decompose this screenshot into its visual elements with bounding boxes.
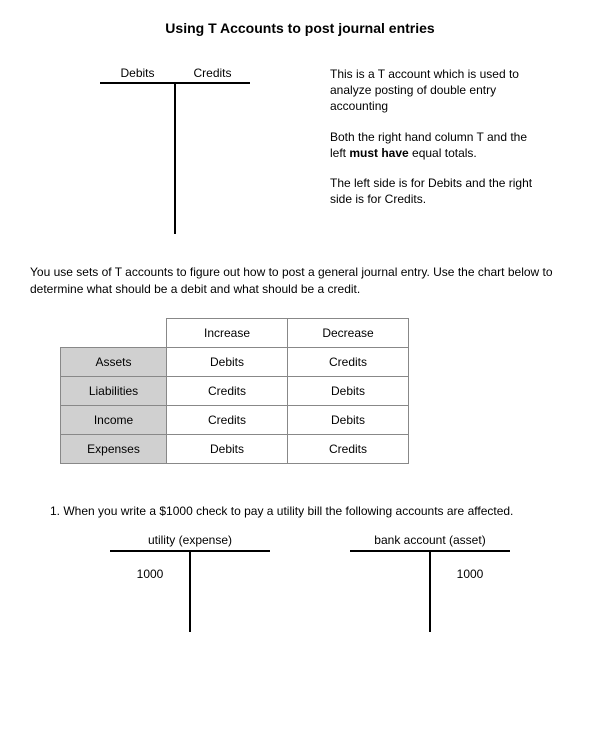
table-row: Expenses Debits Credits [61, 434, 409, 463]
utility-t-shape: 1000 [110, 550, 270, 632]
row-label: Assets [61, 347, 167, 376]
empty-cell [61, 318, 167, 347]
desc-p2-post: equal totals. [409, 146, 477, 160]
page-title: Using T Accounts to post journal entries [40, 20, 560, 36]
table-row: Liabilities Credits Debits [61, 376, 409, 405]
example-text: 1. When you write a $1000 check to pay a… [50, 504, 560, 518]
debits-label: Debits [100, 66, 175, 80]
desc-p3: The left side is for Debits and the righ… [330, 175, 540, 207]
table-row: Income Credits Debits [61, 405, 409, 434]
main-t-labels: Debits Credits [100, 66, 250, 80]
desc-p2-bold: must have [349, 146, 408, 160]
debit-credit-table-wrap: Increase Decrease Assets Debits Credits … [60, 318, 560, 464]
bank-label: bank account (asset) [350, 533, 510, 547]
cell-dec: Credits [288, 434, 409, 463]
bank-t-shape: 1000 [350, 550, 510, 632]
bank-credit: 1000 [430, 567, 510, 581]
cell-inc: Debits [167, 434, 288, 463]
utility-t-account: utility (expense) 1000 [110, 533, 270, 632]
utility-label: utility (expense) [110, 533, 270, 547]
main-t-shape [100, 82, 250, 234]
col-increase: Increase [167, 318, 288, 347]
cell-dec: Credits [288, 347, 409, 376]
table-row: Assets Debits Credits [61, 347, 409, 376]
utility-debit: 1000 [110, 567, 190, 581]
row-label: Income [61, 405, 167, 434]
document-page: Using T Accounts to post journal entries… [0, 0, 600, 730]
debit-credit-table: Increase Decrease Assets Debits Credits … [60, 318, 409, 464]
credits-label: Credits [175, 66, 250, 80]
instructions-text: You use sets of T accounts to figure out… [30, 264, 560, 298]
cell-dec: Debits [288, 405, 409, 434]
desc-p1: This is a T account which is used to ana… [330, 66, 540, 115]
top-section: Debits Credits This is a T account which… [40, 66, 560, 234]
row-label: Liabilities [61, 376, 167, 405]
cell-inc: Debits [167, 347, 288, 376]
main-t-account: Debits Credits [100, 66, 250, 234]
utility-amounts: 1000 [110, 567, 270, 581]
cell-inc: Credits [167, 376, 288, 405]
bank-debit [350, 567, 430, 581]
bank-amounts: 1000 [350, 567, 510, 581]
cell-dec: Debits [288, 376, 409, 405]
description-block: This is a T account which is used to ana… [330, 66, 540, 221]
bank-t-account: bank account (asset) 1000 [350, 533, 510, 632]
utility-credit [190, 567, 270, 581]
row-label: Expenses [61, 434, 167, 463]
desc-p2: Both the right hand column T and the lef… [330, 129, 540, 161]
example-t-accounts: utility (expense) 1000 bank account (ass… [110, 533, 560, 632]
col-decrease: Decrease [288, 318, 409, 347]
table-header-row: Increase Decrease [61, 318, 409, 347]
cell-inc: Credits [167, 405, 288, 434]
